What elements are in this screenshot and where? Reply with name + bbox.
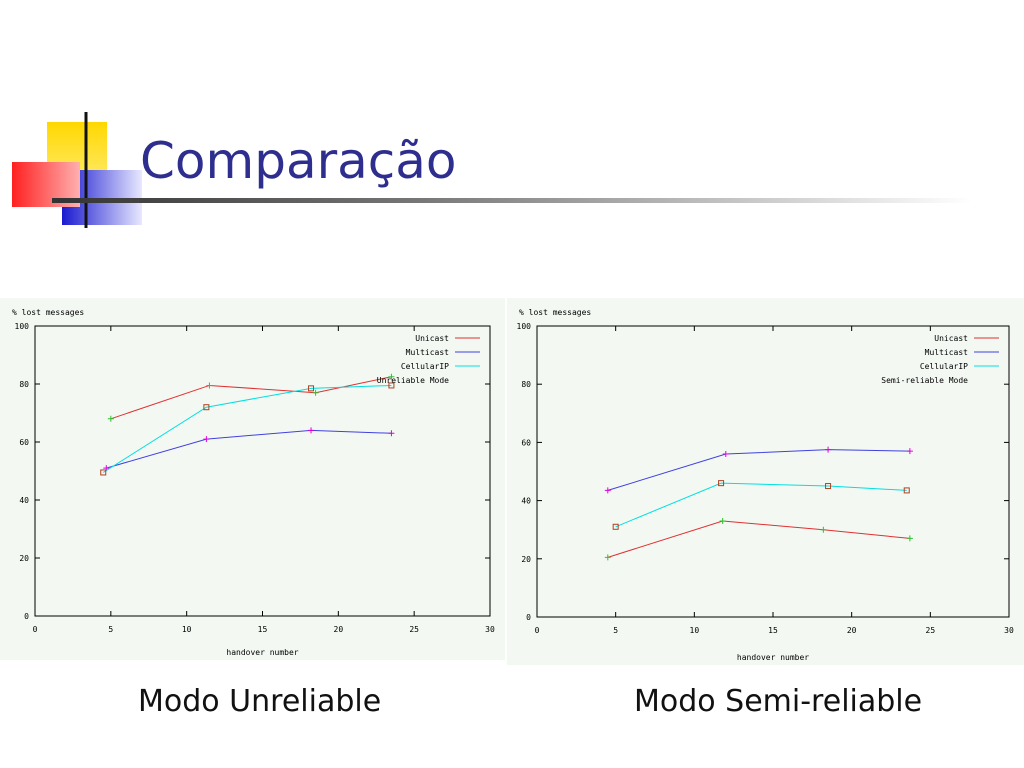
- x-tick-label: 10: [182, 625, 192, 634]
- series-line-unicast: [607, 520, 910, 558]
- data-point: [718, 480, 725, 487]
- y-tick-label: 40: [19, 496, 29, 505]
- series-line-cellularip: [615, 482, 907, 528]
- x-tick-label: 10: [690, 626, 700, 635]
- data-point: [388, 373, 395, 380]
- data-point: [388, 382, 395, 389]
- data-point: [206, 382, 213, 389]
- series-line-multicast: [106, 429, 392, 469]
- data-point: [388, 430, 395, 437]
- caption-unreliable: Modo Unreliable: [138, 684, 382, 719]
- legend-label: Unicast: [415, 334, 449, 343]
- data-point: [203, 436, 210, 443]
- y-tick-label: 100: [517, 322, 532, 331]
- x-axis-label: handover number: [226, 648, 298, 657]
- legend-label: CellularIP: [401, 362, 449, 371]
- legend-label: Unicast: [934, 334, 968, 343]
- x-tick-label: 20: [847, 626, 857, 635]
- x-tick-label: 30: [1004, 626, 1014, 635]
- data-point: [612, 523, 619, 530]
- y-tick-label: 100: [15, 322, 30, 331]
- x-tick-label: 25: [409, 625, 419, 634]
- series-line-multicast: [607, 449, 910, 491]
- x-tick-label: 0: [33, 625, 38, 634]
- chart-background: [0, 298, 505, 660]
- data-point: [906, 535, 913, 542]
- page-title: Comparação: [140, 132, 457, 190]
- x-tick-label: 30: [485, 625, 495, 634]
- y-axis-label: % lost messages: [519, 308, 591, 317]
- series-line-unicast: [110, 376, 392, 420]
- data-point: [100, 469, 107, 476]
- y-tick-label: 20: [521, 555, 531, 564]
- x-tick-label: 20: [334, 625, 344, 634]
- y-tick-label: 40: [521, 497, 531, 506]
- y-tick-label: 80: [521, 380, 531, 389]
- series-line-cellularip: [102, 384, 392, 473]
- legend-label: Multicast: [406, 348, 450, 357]
- data-point: [903, 487, 910, 494]
- title-divider: [52, 198, 972, 203]
- data-point: [308, 427, 315, 434]
- data-point: [722, 451, 729, 458]
- x-tick-label: 25: [926, 626, 936, 635]
- y-axis-label: % lost messages: [12, 308, 84, 317]
- data-point: [719, 517, 726, 524]
- legend-label: Semi-reliable Mode: [881, 376, 968, 385]
- x-tick-label: 0: [535, 626, 540, 635]
- x-tick-label: 15: [258, 625, 268, 634]
- data-point: [906, 448, 913, 455]
- chart-background: [507, 298, 1024, 665]
- legend-label: Unreliable Mode: [377, 376, 449, 385]
- data-point: [820, 526, 827, 533]
- data-point: [312, 389, 319, 396]
- caption-semi-reliable: Modo Semi-reliable: [634, 684, 923, 719]
- legend-label: CellularIP: [920, 362, 968, 371]
- chart-unreliable: % lost messages handover number 0 20 40 60 80 1…: [0, 298, 505, 660]
- decorative-logo: [12, 112, 142, 228]
- chart-semi-reliable: % lost messages handover number 0 20 40 60 80 1…: [507, 298, 1024, 665]
- data-point: [825, 483, 832, 490]
- data-point: [107, 415, 114, 422]
- legend-label: Multicast: [925, 348, 969, 357]
- data-point: [604, 487, 611, 494]
- data-point: [825, 446, 832, 453]
- data-point: [203, 404, 210, 411]
- x-axis-label: handover number: [737, 653, 809, 662]
- x-tick-label: 5: [108, 625, 113, 634]
- x-tick-label: 5: [613, 626, 618, 635]
- data-point: [308, 385, 315, 392]
- y-tick-label: 80: [19, 380, 29, 389]
- data-point: [604, 554, 611, 561]
- y-tick-label: 0: [526, 613, 531, 622]
- y-tick-label: 60: [19, 438, 29, 447]
- y-tick-label: 60: [521, 438, 531, 447]
- x-tick-label: 15: [768, 626, 778, 635]
- y-tick-label: 20: [19, 554, 29, 563]
- y-tick-label: 0: [24, 612, 29, 621]
